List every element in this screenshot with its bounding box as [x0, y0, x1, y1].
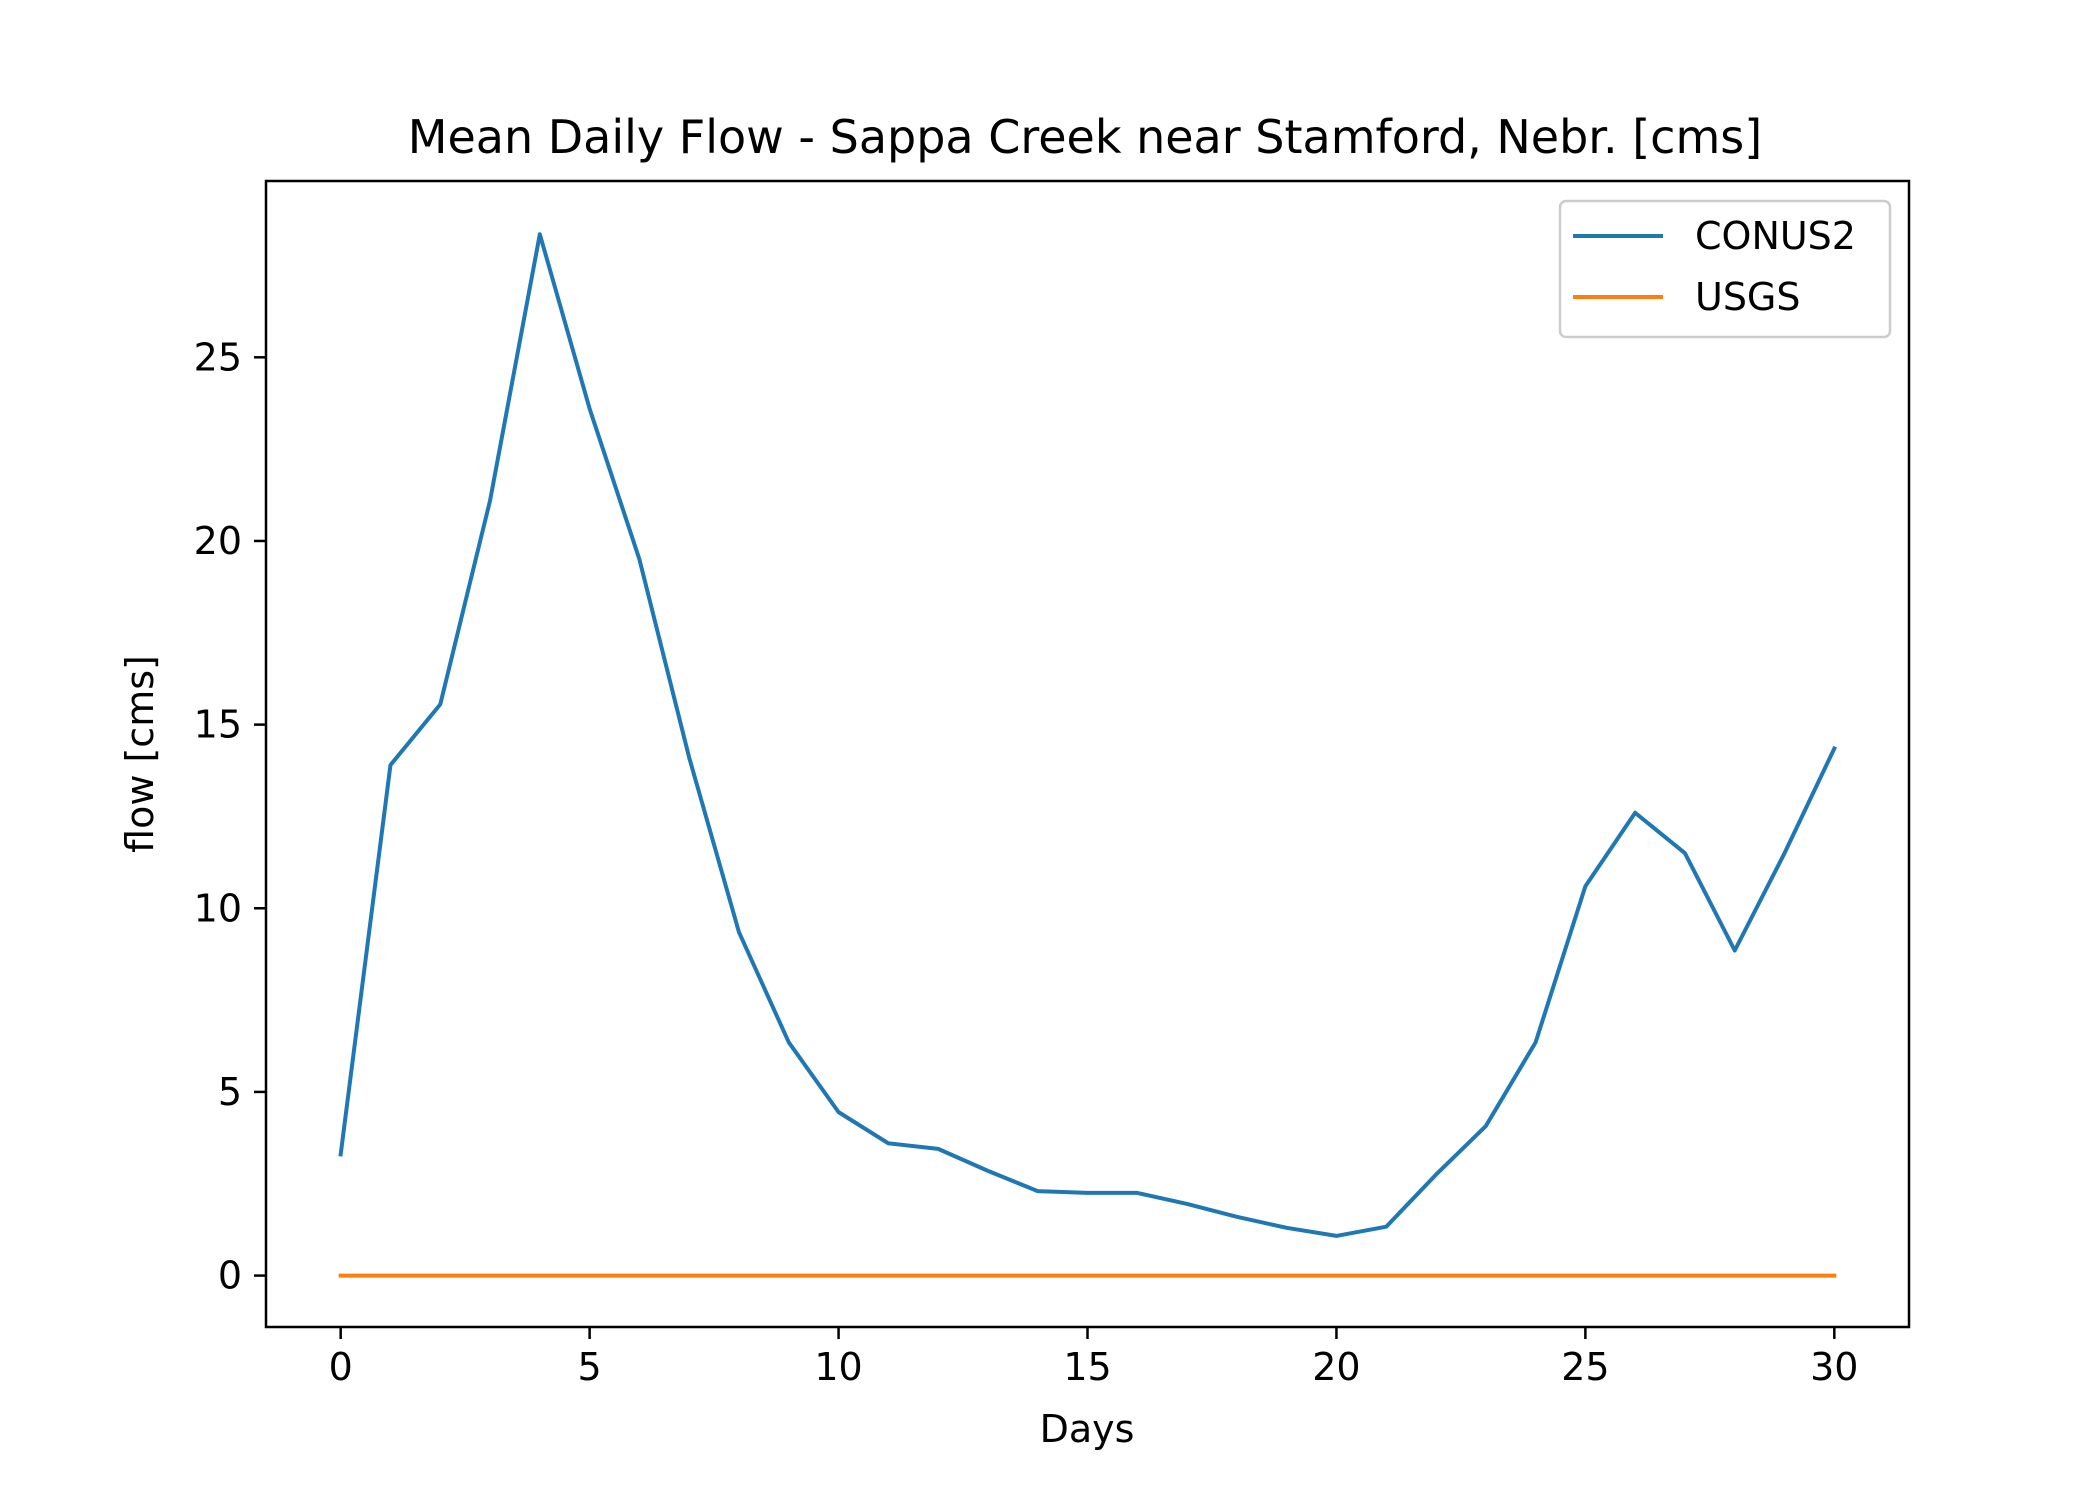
x-tick-label: 0	[329, 1345, 353, 1389]
x-tick-label: 5	[578, 1345, 602, 1389]
chart-title: Mean Daily Flow - Sappa Creek near Stamf…	[408, 110, 1762, 164]
y-axis: 0 5 10 15 20 25	[194, 335, 266, 1298]
series-layer	[338, 232, 1837, 1278]
y-tick-label: 0	[218, 1254, 242, 1298]
y-tick-label: 15	[194, 703, 242, 747]
y-tick-label: 25	[194, 335, 242, 379]
x-axis-label: Days	[1040, 1407, 1135, 1451]
x-tick-label: 10	[814, 1345, 862, 1389]
series-line-conus2	[338, 232, 1837, 1238]
x-tick-label: 15	[1063, 1345, 1111, 1389]
x-tick-label: 30	[1810, 1345, 1858, 1389]
x-tick-label: 20	[1312, 1345, 1360, 1389]
legend-entries: CONUS2 USGS	[1573, 214, 1856, 319]
y-tick-label: 10	[194, 886, 242, 930]
y-tick-label: 5	[218, 1070, 242, 1114]
legend-label-usgs: USGS	[1695, 275, 1801, 319]
legend: CONUS2 USGS	[1558, 199, 1892, 339]
legend-label-conus2: CONUS2	[1695, 214, 1856, 258]
y-axis-label: flow [cms]	[118, 655, 162, 853]
x-tick-label: 25	[1561, 1345, 1609, 1389]
y-tick-label: 20	[194, 519, 242, 563]
x-axis: 0 5 10 15 20 25 30	[329, 1327, 1858, 1389]
